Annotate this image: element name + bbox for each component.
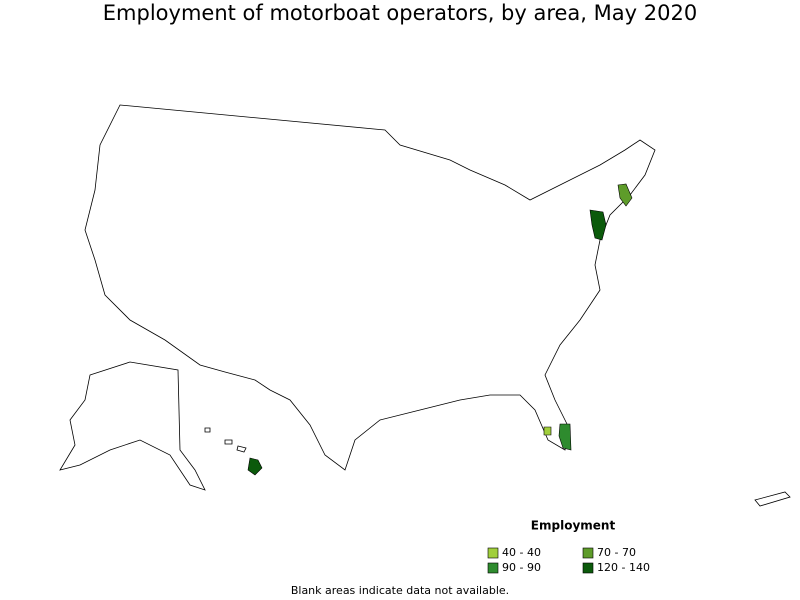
map [59,104,791,507]
legend-label: 70 - 70 [597,546,636,559]
hawaii-big-island [247,457,263,476]
legend-title: Employment [531,519,616,533]
guam-islands [754,491,791,507]
boston-area [617,183,633,207]
legend-swatch [582,562,594,574]
alaska [59,361,206,491]
legend-swatch [487,547,499,559]
legend-label: 120 - 140 [597,561,650,574]
legend-label: 90 - 90 [502,561,541,574]
legend-swatch [487,562,499,574]
hawaii-islands [204,427,247,453]
footnote: Blank areas indicate data not available. [291,584,509,597]
legend-label: 40 - 40 [502,546,541,559]
contiguous-us [84,104,656,471]
map-title: Employment of motorboat operators, by ar… [103,1,697,25]
new-york-new-jersey-area [589,209,607,241]
legend: 40 - 40 70 - 70 90 - 90 120 - 140 [487,546,650,574]
miami-area [558,423,572,451]
naples-area [543,426,552,436]
legend-swatch [582,547,594,559]
